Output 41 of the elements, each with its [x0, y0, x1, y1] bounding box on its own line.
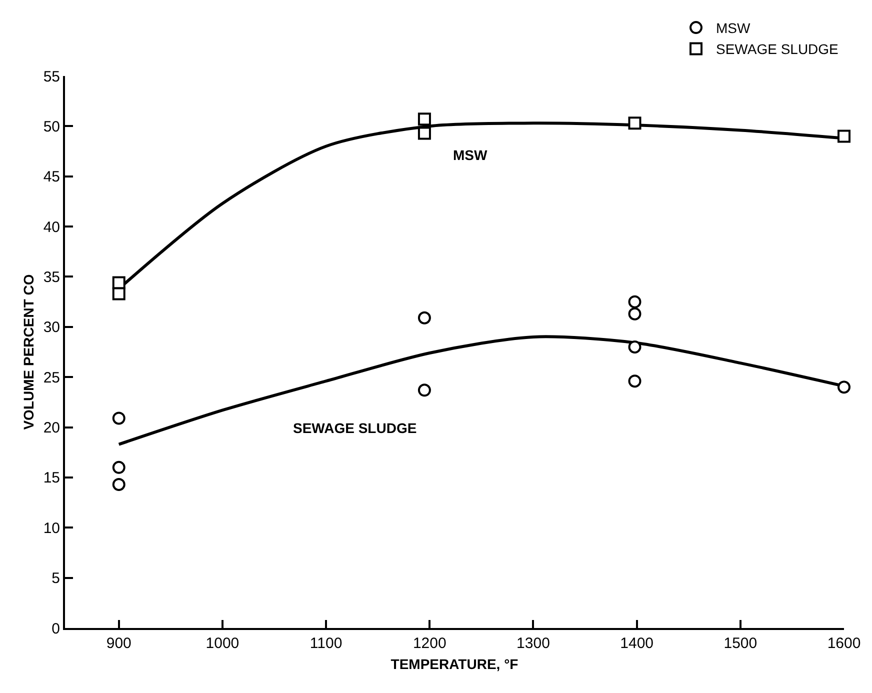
x-tick-label: 1200 — [412, 635, 446, 652]
y-tick-label: 30 — [43, 319, 60, 336]
x-tick-label: 1500 — [724, 635, 758, 652]
x-axis-title: TEMPERATURE, °F — [390, 656, 519, 672]
x-tick-label: 1000 — [206, 635, 240, 652]
point — [418, 126, 431, 140]
y-tick-label: 55 — [43, 68, 60, 86]
y-tick-label: 0 — [52, 620, 60, 638]
x-tick-label: 1600 — [827, 635, 861, 652]
y-axis-title: VOLUME PERCENT CO — [20, 274, 36, 430]
annotation: SEWAGE SLUDGE — [293, 420, 417, 436]
point — [628, 307, 642, 320]
y-tick-label: 35 — [43, 268, 60, 286]
annotation: MSW — [453, 147, 488, 163]
x-tick-label: 1100 — [310, 635, 342, 652]
point — [418, 112, 431, 126]
y-tick-label: 45 — [43, 168, 60, 186]
point — [628, 340, 642, 354]
y-tick-label: 40 — [43, 218, 60, 236]
legend-label: SEWAGE SLUDGE — [716, 41, 838, 58]
y-tick-label: 5 — [52, 570, 60, 588]
legend-label: MSW — [716, 20, 751, 36]
point — [112, 287, 126, 300]
point — [838, 130, 850, 143]
point — [112, 478, 126, 491]
y-tick-label: 25 — [43, 369, 60, 386]
y-tick-label: 10 — [43, 520, 60, 537]
x-tick-label: 900 — [106, 635, 132, 652]
point — [418, 384, 431, 397]
point — [628, 374, 642, 388]
point — [112, 460, 126, 474]
point — [628, 295, 642, 308]
y-tick-label: 50 — [43, 118, 60, 136]
point — [112, 412, 126, 425]
point — [838, 380, 850, 394]
x-tick-label: 1400 — [620, 635, 654, 652]
point — [418, 311, 431, 324]
y-tick-label: 15 — [43, 470, 60, 487]
y-tick-label: 20 — [43, 420, 60, 437]
x-tick-label: 1300 — [516, 635, 550, 652]
point — [628, 116, 642, 130]
